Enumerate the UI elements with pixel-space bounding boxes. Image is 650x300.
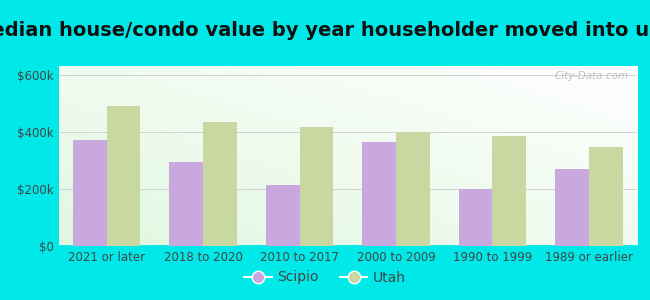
Bar: [459, 189, 493, 246]
Bar: [396, 132, 430, 246]
Bar: [493, 136, 526, 246]
Bar: [555, 169, 589, 246]
Bar: [107, 106, 140, 246]
Bar: [362, 142, 396, 246]
Bar: [266, 184, 300, 246]
Text: City-Data.com: City-Data.com: [554, 71, 629, 81]
Bar: [589, 147, 623, 246]
Bar: [73, 140, 107, 246]
Text: Median house/condo value by year householder moved into unit: Median house/condo value by year househo…: [0, 21, 650, 40]
Bar: [203, 122, 237, 246]
Legend: Scipio, Utah: Scipio, Utah: [239, 265, 411, 290]
Bar: [300, 128, 333, 246]
Bar: [170, 162, 203, 246]
